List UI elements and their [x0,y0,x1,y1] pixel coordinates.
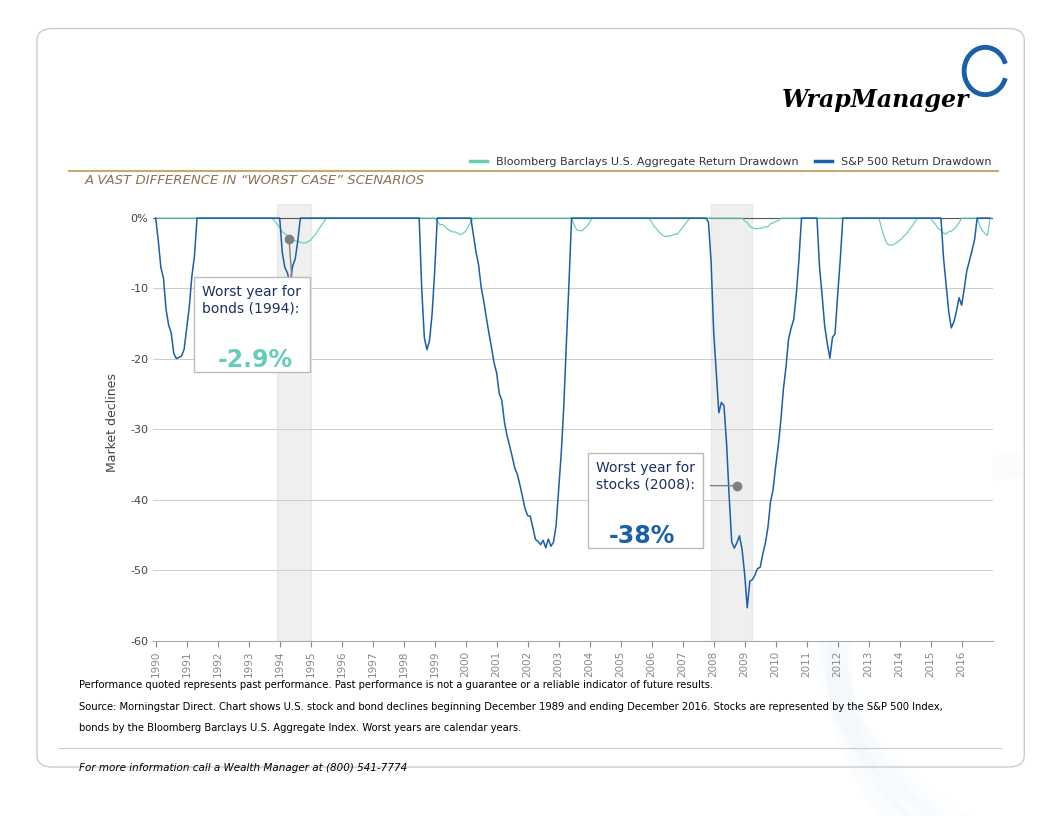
Text: Worst year for
bonds (1994):: Worst year for bonds (1994): [202,285,301,364]
Bar [277,204,310,641]
Text: -2.9%: -2.9% [218,348,293,372]
Legend: Bloomberg Barclays U.S. Aggregate Return Drawdown, S&P 500 Return Drawdown: Bloomberg Barclays U.S. Aggregate Return… [466,153,996,171]
FancyBboxPatch shape [37,29,1024,767]
Text: WrapManager: WrapManager [781,87,969,112]
Text: Source: Morningstar Direct. Chart shows U.S. stock and bond declines beginning D: Source: Morningstar Direct. Chart shows … [79,702,943,712]
Text: Worst year for
stocks (2008):: Worst year for stocks (2008): [596,461,695,540]
Text: For more information call a Wealth Manager at (800) 541-7774: For more information call a Wealth Manag… [79,763,408,773]
Bar [711,204,753,641]
Y-axis label: Market declines: Market declines [106,373,119,472]
Text: A VAST DIFFERENCE IN “WORST CASE” SCENARIOS: A VAST DIFFERENCE IN “WORST CASE” SCENAR… [84,175,425,188]
Text: -38%: -38% [608,525,675,548]
Text: bonds by the Bloomberg Barclays U.S. Aggregate Index. Worst years are calendar y: bonds by the Bloomberg Barclays U.S. Agg… [79,723,522,733]
Text: Performance quoted represents past performance. Past performance is not a guaran: Performance quoted represents past perfo… [79,680,714,690]
